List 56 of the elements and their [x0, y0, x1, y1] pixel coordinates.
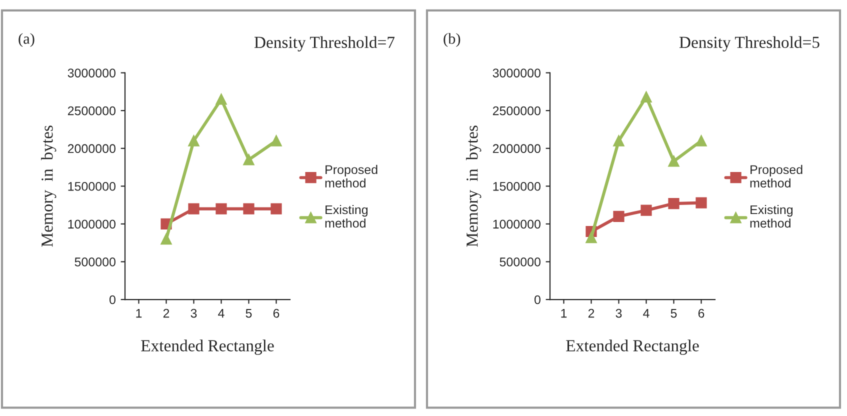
point: [216, 94, 227, 105]
point: [243, 154, 254, 166]
x-tick-label: 5: [670, 309, 677, 318]
legend-label: Proposed method: [325, 164, 378, 188]
point: [160, 234, 172, 245]
x-tick-label: 1: [136, 309, 142, 318]
x-tick-label: 6: [698, 308, 704, 318]
x-tick-label: 2: [588, 308, 594, 318]
legend-label: Existing method: [325, 204, 368, 228]
legend-label: Proposed method: [750, 164, 802, 188]
point: [696, 197, 707, 208]
x-tick-label: 4: [218, 309, 224, 318]
y-tick-label: 500000: [74, 258, 116, 266]
point: [243, 203, 254, 214]
y-tick-label: 1500000: [493, 182, 540, 191]
point: [696, 135, 707, 146]
x-axis-title: Extended Rectangle: [566, 340, 699, 355]
x-tick-label: 5: [246, 309, 252, 318]
y-tick-label: 2500000: [68, 106, 116, 116]
y-tick-label: 3000000: [68, 68, 116, 78]
x-tick-label: 4: [643, 309, 650, 318]
point: [668, 156, 680, 167]
y-tick-label: 0: [110, 295, 116, 304]
x-tick-label: 1: [561, 309, 567, 318]
y-tick-label: 1000000: [68, 220, 116, 229]
y-axis-title: Memory in bytes: [466, 126, 482, 247]
y-tick-label: 2500000: [492, 106, 540, 116]
point: [668, 198, 680, 210]
x-axis-title: Extended Rectangle: [141, 340, 274, 355]
y-axis-title: Memory in bytes: [41, 126, 56, 247]
x-tick-label: 3: [616, 308, 622, 318]
point: [270, 135, 282, 146]
point: [640, 91, 652, 103]
text: (a): [18, 33, 34, 47]
x-tick-label: 2: [163, 308, 170, 318]
point: [613, 210, 624, 222]
legend-label: Existing method: [750, 204, 793, 228]
point: [188, 135, 200, 146]
point: [216, 203, 227, 214]
point: [586, 232, 597, 244]
y-tick-label: 0: [534, 295, 540, 304]
y-tick-label: 1000000: [493, 220, 540, 229]
point: [188, 203, 200, 214]
y-tick-label: 2000000: [68, 144, 116, 154]
point: [613, 135, 624, 146]
x-tick-label: 6: [273, 308, 280, 318]
y-tick-label: 2000000: [492, 144, 540, 154]
text: Density Threshold=5: [679, 36, 820, 52]
point: [270, 203, 282, 214]
text: (b): [444, 33, 460, 47]
text: Density Threshold=7: [254, 36, 395, 52]
y-tick-label: 500000: [500, 258, 540, 266]
y-tick-label: 3000000: [492, 68, 540, 78]
x-tick-label: 3: [190, 308, 197, 318]
point: [640, 204, 652, 216]
y-tick-label: 1500000: [68, 182, 116, 191]
